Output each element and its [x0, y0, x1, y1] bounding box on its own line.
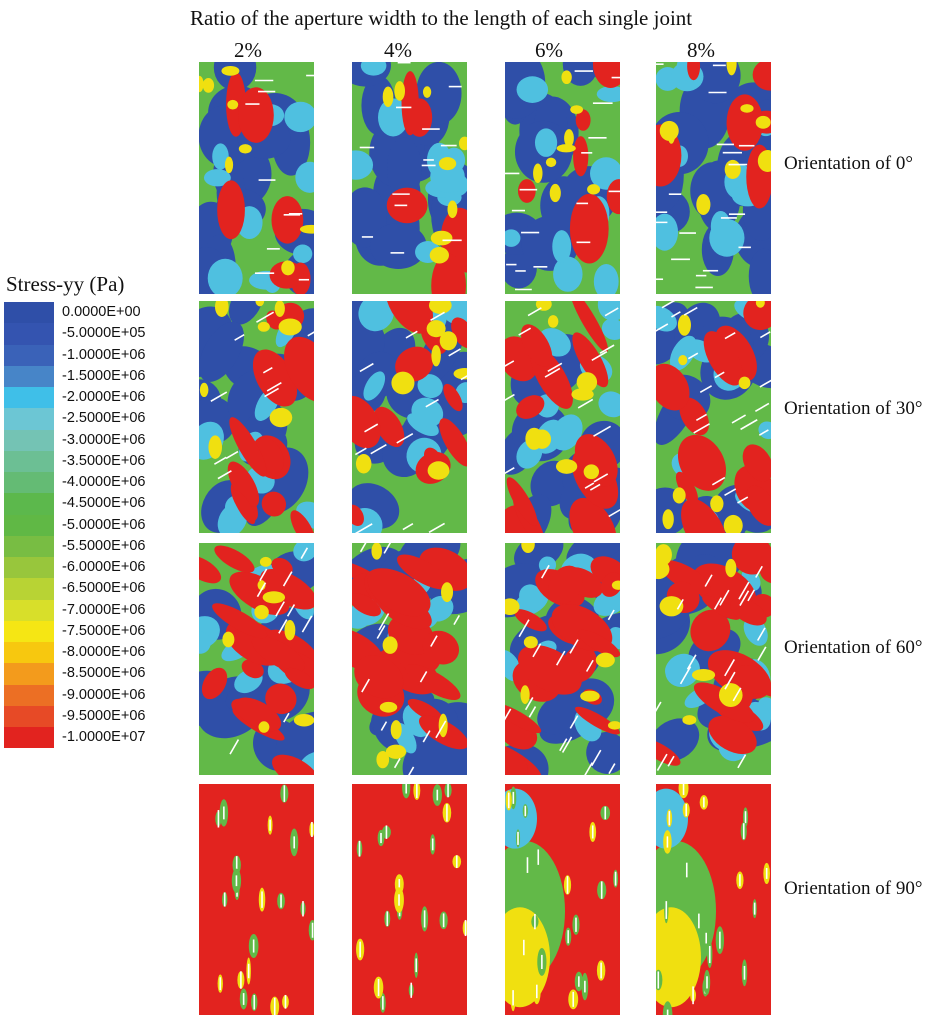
figure-title: Ratio of the aperture width to the lengt… [190, 6, 693, 30]
legend-swatch [4, 387, 54, 409]
legend-swatch [4, 620, 54, 642]
legend-swatch [4, 514, 54, 536]
legend-label: -8.5000E+06 [62, 665, 146, 682]
contour-panel [656, 784, 771, 1015]
legend-label: 0.0000E+00 [62, 304, 141, 320]
contour-panel [656, 301, 771, 533]
contour-panel [199, 301, 314, 533]
column-header-4pct: 4% [384, 38, 412, 62]
legend-label: -1.0000E+07 [62, 729, 146, 745]
legend-swatch [4, 557, 54, 579]
column-header-2pct: 2% [234, 38, 262, 62]
contour-panel [505, 301, 620, 533]
contour-panel [505, 543, 620, 775]
legend-label: -7.0000E+06 [62, 601, 146, 618]
legend-label: -6.0000E+06 [62, 559, 146, 575]
contour-panel [199, 784, 314, 1015]
legend-swatch [4, 323, 54, 345]
legend-swatch [4, 450, 54, 472]
legend-label: -3.0000E+06 [62, 431, 146, 448]
legend-swatch [4, 408, 54, 430]
legend-label: -8.0000E+06 [62, 644, 146, 660]
column-header-6pct: 6% [535, 38, 563, 62]
legend-swatch [4, 429, 54, 451]
column-header-8pct: 8% [687, 38, 715, 62]
legend-label: -3.5000E+06 [62, 452, 146, 469]
legend-swatch [4, 684, 54, 706]
row-label-60deg: Orientation of 60° [784, 637, 923, 658]
contour-panel [505, 62, 620, 294]
legend-swatch [4, 472, 54, 494]
legend-label: -2.5000E+06 [62, 410, 146, 427]
legend-label: -7.5000E+06 [62, 622, 146, 639]
contour-panel [352, 784, 467, 1015]
legend-label: -4.5000E+06 [62, 495, 146, 512]
contour-panel [505, 784, 620, 1015]
legend-title: Stress-yy (Pa) [6, 272, 125, 296]
legend-swatch [4, 705, 54, 727]
legend-label: -2.0000E+06 [62, 389, 146, 405]
row-label-90deg: Orientation of 90° [784, 878, 923, 899]
contour-panel [656, 62, 771, 294]
legend-swatch [4, 663, 54, 685]
legend-swatch [4, 578, 54, 600]
contour-panel [352, 62, 467, 294]
legend-label: -4.0000E+06 [62, 474, 146, 490]
legend-swatch [4, 535, 54, 557]
legend-label: -9.5000E+06 [62, 707, 146, 724]
contour-panel [352, 301, 467, 533]
legend-swatch [4, 599, 54, 621]
legend-label: -5.5000E+06 [62, 537, 146, 554]
legend-label: -1.5000E+06 [62, 367, 146, 384]
row-label-30deg: Orientation of 30° [784, 398, 923, 419]
contour-panel [352, 543, 467, 775]
contour-panel [199, 62, 314, 294]
legend-swatch [4, 642, 54, 664]
legend-label: -5.0000E+06 [62, 516, 146, 533]
contour-panel [199, 543, 314, 775]
legend-swatch [4, 727, 54, 749]
legend-swatch [4, 302, 54, 324]
legend-label: -9.0000E+06 [62, 686, 146, 703]
row-label-0deg: Orientation of 0° [784, 153, 913, 174]
legend-label: -6.5000E+06 [62, 580, 146, 597]
contour-panel [656, 543, 771, 775]
legend-label: -1.0000E+06 [62, 346, 146, 363]
legend-swatch [4, 365, 54, 387]
legend-label: -5.0000E+05 [62, 325, 146, 342]
legend-swatch [4, 344, 54, 366]
legend-swatch [4, 493, 54, 515]
